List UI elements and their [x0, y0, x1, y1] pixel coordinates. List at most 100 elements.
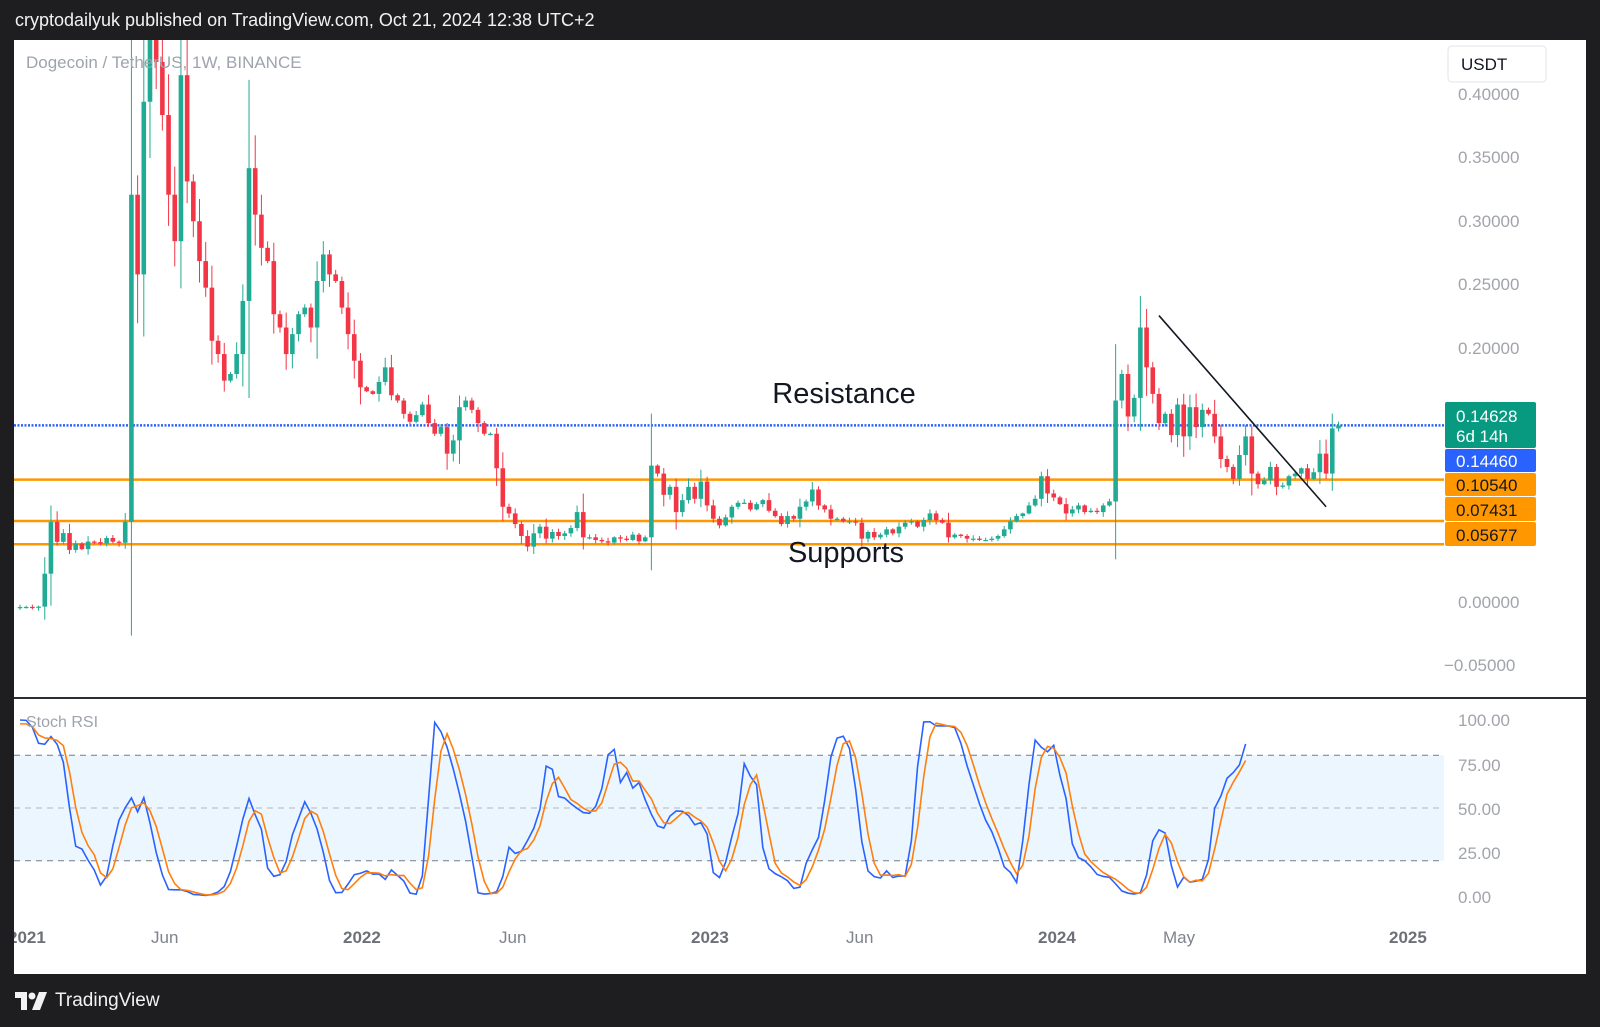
currency-label: USDT [1461, 55, 1507, 74]
candle-body [1187, 407, 1193, 437]
candle-body [649, 465, 654, 538]
candle-body [593, 537, 598, 540]
candle-body [1292, 473, 1298, 477]
candle-body [506, 506, 512, 514]
chart-panel[interactable]: Dogecoin / TetherUS, 1W, BINANCE Stoch R… [14, 40, 1586, 974]
candle-body [878, 534, 883, 538]
candle-body [1039, 476, 1044, 499]
candle-body [42, 573, 48, 607]
candle-body [1274, 466, 1279, 487]
candle-body [364, 387, 369, 392]
candle-body [853, 521, 858, 523]
candle-body [395, 395, 400, 401]
resistance-label: Resistance [772, 378, 915, 410]
price-scale[interactable]: 0.40000 0.35000 0.30000 0.25000 0.20000 … [1444, 85, 1519, 675]
candle-body [36, 606, 41, 608]
candle-body [605, 541, 611, 543]
candle-body [1057, 497, 1063, 505]
candle-body [116, 541, 122, 543]
chart-canvas[interactable]: Dogecoin / TetherUS, 1W, BINANCE Stoch R… [14, 40, 1586, 974]
candle-body [977, 538, 982, 540]
candle-body [67, 533, 72, 550]
candle-body [1181, 404, 1187, 437]
blue-price-value: 0.14460 [1456, 452, 1517, 471]
candle-body [91, 541, 97, 543]
candle-body [847, 521, 852, 523]
candle-body [865, 532, 871, 539]
candle-body [296, 314, 301, 335]
candle-body [723, 517, 728, 526]
stoch-rsi-tick: 100.00 [1458, 711, 1510, 730]
candle-body [636, 534, 642, 542]
time-tick: Jun [846, 928, 873, 947]
candle-body [54, 522, 60, 542]
support-badge: 0.10540 [1445, 473, 1536, 496]
candle-body [277, 314, 283, 328]
candle-body [1212, 413, 1217, 437]
candle-body [946, 522, 951, 538]
candle-body [791, 516, 797, 519]
candle-body [314, 281, 320, 328]
candle-body [1088, 510, 1094, 513]
time-tick: Jun [151, 928, 178, 947]
candle-body [550, 532, 555, 539]
currency-button[interactable]: USDT [1447, 45, 1547, 83]
candle-body [692, 486, 698, 499]
candle-body [432, 423, 438, 434]
candle-body [1032, 498, 1038, 506]
candle-body [902, 522, 908, 527]
candle-body [1280, 485, 1286, 487]
price-tick: 0.25000 [1458, 275, 1519, 294]
candle-body [85, 541, 91, 550]
candle-body [933, 513, 939, 521]
candle-body [1249, 436, 1255, 474]
candle-body [562, 533, 568, 536]
candle-body [339, 281, 345, 308]
candle-body [240, 300, 246, 355]
candle-body [382, 367, 388, 382]
candle-body [1045, 476, 1050, 494]
candle-body [1125, 373, 1131, 417]
candle-body [1020, 513, 1026, 517]
candle-body [1119, 373, 1125, 401]
stoch-rsi-tick: 75.00 [1458, 756, 1501, 775]
trendline[interactable] [1158, 315, 1327, 508]
candle-body [17, 607, 23, 609]
candle-body [451, 440, 456, 454]
support-price-value: 0.10540 [1456, 476, 1517, 495]
support-lines [14, 478, 1444, 546]
candle-body [970, 538, 976, 540]
stoch-rsi-tick: 50.00 [1458, 800, 1501, 819]
candle-body [983, 539, 988, 542]
candle-body [896, 526, 902, 534]
tradingview-logo-icon [15, 992, 47, 1010]
candle-body [1070, 509, 1075, 514]
candle-body [989, 538, 995, 540]
candle-body [23, 606, 29, 609]
candle-body [741, 502, 747, 504]
candle-body [512, 513, 518, 525]
tradingview-footer[interactable]: TradingView [15, 988, 160, 1014]
candle-body [1261, 480, 1267, 485]
candle-body [1224, 458, 1230, 467]
stoch-rsi-scale[interactable]: 100.00 75.00 50.00 25.00 0.00 [1458, 711, 1510, 907]
time-tick: 2023 [691, 928, 729, 947]
candle-body [1311, 472, 1317, 479]
candle-body [104, 537, 109, 544]
candle-body [1094, 510, 1100, 513]
symbol-title: Dogecoin / TetherUS, 1W, BINANCE [26, 53, 302, 72]
candle-body [228, 373, 233, 381]
candle-body [333, 274, 338, 282]
candle-body [952, 534, 957, 538]
candle-body [197, 221, 202, 262]
candle-body [642, 537, 648, 542]
support-badge: 0.07431 [1445, 497, 1536, 521]
candle-body [488, 433, 493, 435]
candle-body [438, 427, 444, 434]
last-price-badge: 0.14628 6d 14h [1445, 402, 1536, 448]
candles [17, 40, 1341, 636]
time-axis[interactable]: 2021 Jun 2022 Jun 2023 Jun 2024 May 2025 [14, 928, 1427, 947]
candle-body [110, 537, 116, 542]
candle-body [351, 334, 357, 361]
candle-body [909, 521, 914, 523]
